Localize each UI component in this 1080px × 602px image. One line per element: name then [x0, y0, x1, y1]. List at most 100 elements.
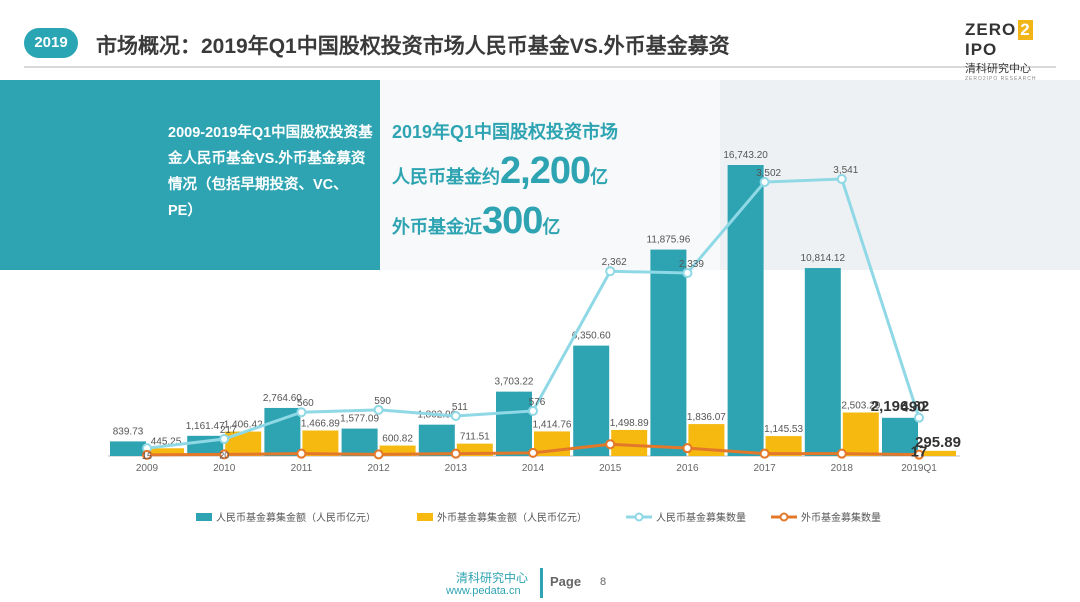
- legend-swatch-marker: [779, 512, 789, 522]
- line-rmb-count-point: [450, 411, 461, 422]
- data-label-rmb-amount: 1,577.09: [340, 414, 379, 425]
- data-label-rmb-amount: 1,161.47: [186, 421, 225, 432]
- footer-page-number: 8: [600, 576, 607, 588]
- usd-headline: 外币基金近300亿: [392, 200, 560, 243]
- data-label-rmb-amount: 10,814.12: [801, 253, 846, 264]
- footer-url: www.pedata.cn: [446, 585, 521, 597]
- usd-prefix: 外币基金近: [392, 217, 482, 237]
- logo-sub-en: ZERO2IPO RESEARCH: [965, 76, 1037, 82]
- summary-panel-mid: [380, 80, 720, 270]
- year-badge: 2019: [24, 28, 78, 58]
- line-fx-count-point: [759, 448, 770, 459]
- bar-rmb-amount: [110, 441, 146, 456]
- data-label-rmb-count: 590: [374, 396, 391, 407]
- data-label-rmb-amount: 3,703.22: [495, 377, 534, 388]
- rmb-headline: 人民币基金约2,200亿: [392, 150, 608, 193]
- bar-rmb-amount: [804, 268, 841, 456]
- data-label-fx-amount: 2,503.29: [841, 400, 880, 411]
- legend-label: 外币基金募集金额（人民币亿元）: [437, 511, 587, 524]
- legend-label: 人民币基金募集数量: [656, 511, 746, 524]
- legend-swatch: [196, 513, 212, 521]
- data-label-rmb-count: 3,502: [756, 168, 781, 179]
- footer-org: 清科研究中心: [456, 571, 529, 585]
- page-title: 市场概况：2019年Q1中国股权投资市场人民币基金VS.外币基金募资: [96, 35, 730, 58]
- bar-rmb-amount: [882, 417, 918, 456]
- bar-rmb-amount: [727, 165, 764, 456]
- zero2ipo-logo: ZERO 2 IPO 清科研究中心 ZERO2IPO RESEARCH: [965, 20, 1065, 82]
- rmb-prefix: 人民币基金约: [392, 167, 500, 187]
- chart-description: 2009-2019年Q1中国股权投资基金人民币基金VS.外币基金募资情况（包括早…: [168, 125, 373, 219]
- header-bar: [0, 0, 1080, 90]
- line-rmb-count-point: [219, 434, 230, 445]
- legend-label: 人民币基金募集金额（人民币亿元）: [216, 511, 376, 524]
- summary-panel-left: [0, 80, 380, 270]
- line-fx-count-point: [142, 449, 152, 460]
- bar-fx-amount: [611, 429, 648, 456]
- data-label-rmb-count: 560: [297, 398, 314, 409]
- usd-value: 300: [482, 200, 543, 242]
- data-label-fx-amount: 295.89: [915, 434, 961, 451]
- usd-suffix: 亿: [542, 217, 561, 237]
- data-label-fx-amount: 1,836.07: [687, 412, 726, 423]
- x-tick-label: 2011: [291, 463, 313, 474]
- data-label-fx-amount: 445.25: [151, 436, 182, 447]
- data-label-fx-amount: 600.82: [382, 434, 413, 445]
- line-rmb-count-point: [682, 268, 693, 279]
- data-label-fx-amount: 711.51: [460, 432, 490, 443]
- line-fx-count-point: [836, 448, 847, 459]
- x-tick-label: 2016: [676, 463, 699, 474]
- x-tick-label: 2019Q1: [901, 463, 937, 474]
- line-rmb-count-point: [914, 412, 924, 423]
- data-label-fx-amount: 1,145.53: [764, 424, 803, 435]
- line-fx-count-point: [296, 448, 307, 459]
- data-label-fx-amount: 1,406.42: [224, 420, 263, 431]
- data-label-rmb-amount: 839.73: [113, 426, 144, 437]
- legend-swatch: [417, 513, 433, 521]
- legend-swatch-marker: [634, 512, 644, 522]
- logo-brand-mark: 2: [1018, 20, 1033, 40]
- bar-fx-amount: [148, 448, 184, 456]
- bar-rmb-amount: [573, 345, 610, 456]
- data-label-fx-count: 17: [911, 444, 928, 461]
- x-tick-label: 2014: [522, 463, 545, 474]
- line-fx-count-point: [373, 449, 384, 460]
- bar-rmb-amount: [418, 424, 455, 456]
- line-rmb-count-point: [528, 405, 538, 416]
- data-label-rmb-amount: 11,875.96: [647, 235, 691, 246]
- x-tick-label: 2013: [445, 463, 468, 474]
- logo-sub: 清科研究中心: [965, 63, 1031, 75]
- footer-divider: [540, 568, 543, 598]
- legend-label: 外币基金募集数量: [801, 511, 881, 524]
- line-fx-count-point: [682, 443, 693, 454]
- data-label-rmb-count: 576: [529, 397, 546, 408]
- line-fx-count-point: [914, 449, 924, 460]
- rmb-suffix: 亿: [590, 167, 609, 187]
- data-label-fx-amount: 1,466.89: [301, 419, 340, 430]
- bar-fx-amount: [842, 412, 879, 456]
- x-tick-label: 2017: [753, 463, 776, 474]
- line-fx-count-point: [605, 439, 616, 450]
- line-fx-count-point: [450, 448, 461, 459]
- bar-rmb-amount: [341, 428, 378, 456]
- bar-fx-amount: [920, 450, 956, 456]
- data-label-rmb-count: 490: [900, 399, 925, 416]
- line-fx-count-point: [219, 449, 230, 460]
- x-tick-label: 2018: [831, 463, 854, 474]
- bar-fx-amount: [302, 430, 339, 456]
- header-divider: [24, 66, 1056, 68]
- data-label-rmb-amount: 2,764.60: [263, 393, 302, 404]
- data-label-rmb-count: 3,541: [833, 165, 858, 176]
- data-label-rmb-count: 2,339: [679, 259, 704, 270]
- bar-rmb-amount: [496, 391, 532, 456]
- logo-brand-left: ZERO: [965, 20, 1017, 39]
- data-label-rmb-count: 217: [220, 425, 237, 436]
- data-label-rmb-amount: 6,350.60: [572, 331, 611, 342]
- data-label-fx-amount: 1,414.76: [533, 419, 572, 430]
- x-tick-label: 2010: [213, 463, 236, 474]
- data-label-rmb-count: 511: [452, 402, 468, 413]
- bar-rmb-amount: [650, 249, 687, 456]
- bar-fx-amount: [765, 436, 802, 456]
- line-rmb-count-point: [605, 266, 616, 277]
- line-rmb-count-point: [759, 177, 770, 188]
